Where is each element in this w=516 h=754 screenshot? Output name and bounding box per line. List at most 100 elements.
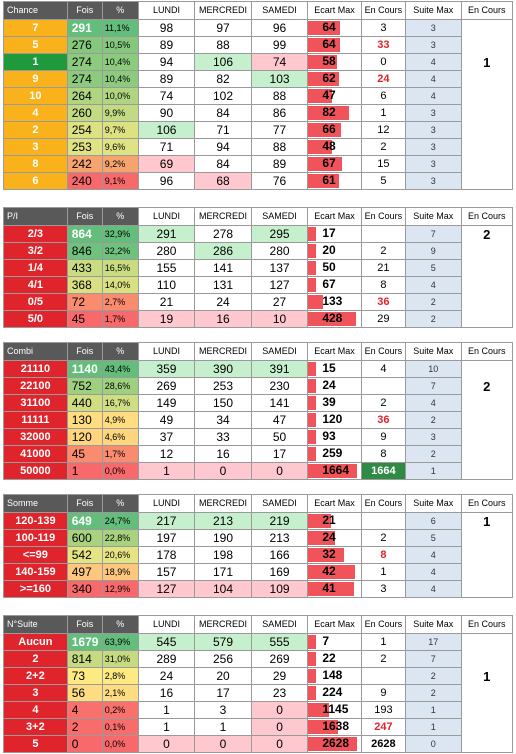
suite-max-value: 4 bbox=[405, 546, 462, 564]
lundi-value: 16 bbox=[137, 684, 196, 702]
suite-max-value: 7 bbox=[405, 225, 462, 243]
ecart-bar bbox=[308, 140, 333, 154]
ecart-max-cell: 120 bbox=[307, 411, 362, 429]
fois-value: 260 bbox=[66, 104, 103, 122]
ecart-max-cell: 17 bbox=[307, 225, 362, 243]
fois-value: 242 bbox=[66, 155, 103, 173]
table-chance: Chance Fois% LUNDI MERCREDI SAMEDI Ecart Max E… bbox=[3, 1, 514, 190]
fois-value: 291 bbox=[66, 19, 103, 37]
samedi-value: 10 bbox=[250, 310, 309, 328]
table-row: 2 814 31,0% 289 256 269 22 2 7 bbox=[3, 650, 513, 668]
ecart-bar bbox=[308, 635, 317, 649]
en-cours-value: 8 bbox=[360, 445, 407, 463]
samedi-value: 555 bbox=[250, 633, 309, 651]
suite-max-value: 3 bbox=[405, 138, 462, 156]
ecart-max-value: 1638 bbox=[322, 719, 350, 734]
lundi-value: 291 bbox=[137, 225, 196, 243]
table-row: 9 274 10,4% 89 82 103 62 24 4 bbox=[3, 70, 513, 88]
suite-max-value: 2 bbox=[405, 293, 462, 311]
ecart-max-cell: 1664 bbox=[307, 462, 362, 480]
header-en-cours: En Cours bbox=[360, 342, 407, 361]
samedi-value: 269 bbox=[250, 650, 309, 668]
lundi-value: 12 bbox=[137, 445, 196, 463]
percent-value: 9,1% bbox=[101, 172, 139, 190]
ecart-bar bbox=[308, 21, 341, 35]
fois-value: 264 bbox=[66, 87, 103, 105]
lundi-value: 359 bbox=[137, 360, 196, 378]
mercredi-value: 24 bbox=[194, 293, 252, 311]
row-label: 3+2 bbox=[3, 718, 68, 736]
table-row: 3/2 846 32,2% 280 286 280 20 2 9 bbox=[3, 242, 513, 260]
header-percent: % bbox=[101, 1, 139, 20]
percent-value: 16,5% bbox=[101, 259, 139, 277]
en-cours-value: 36 bbox=[360, 411, 407, 429]
fois-value: 45 bbox=[66, 310, 103, 328]
ecart-max-value: 50 bbox=[322, 260, 336, 275]
en-cours-value: 1 bbox=[360, 104, 407, 122]
header-fois: Fois bbox=[66, 207, 103, 226]
lundi-value: 90 bbox=[137, 104, 196, 122]
samedi-value: 88 bbox=[250, 87, 309, 105]
section-title: Somme bbox=[3, 494, 68, 513]
lundi-value: 21 bbox=[137, 293, 196, 311]
row-label: 41000 bbox=[3, 445, 68, 463]
percent-value: 0,1% bbox=[101, 718, 139, 736]
fois-value: 864 bbox=[66, 225, 103, 243]
fois-value: 130 bbox=[66, 411, 103, 429]
ecart-bar bbox=[308, 379, 317, 393]
en-cours-value: 8 bbox=[360, 276, 407, 294]
samedi-value: 89 bbox=[250, 155, 309, 173]
suite-max-value: 3 bbox=[405, 428, 462, 446]
row-label: 0/5 bbox=[3, 293, 68, 311]
samedi-value: 88 bbox=[250, 138, 309, 156]
header-suite-max: Suite Max bbox=[405, 494, 462, 513]
mercredi-value: 16 bbox=[194, 445, 252, 463]
en-cours-value: 2628 bbox=[360, 735, 407, 753]
mercredi-value: 34 bbox=[194, 411, 252, 429]
fois-value: 274 bbox=[66, 53, 103, 71]
fois-value: 600 bbox=[66, 529, 103, 547]
table-row: Aucun 1679 63,9% 545 579 555 7 1 17 1 bbox=[3, 633, 514, 753]
ecart-max-cell: 24 bbox=[307, 529, 362, 547]
ecart-bar bbox=[308, 295, 324, 309]
suite-max-value: 0 bbox=[405, 735, 462, 753]
header-mercredi: MERCREDI bbox=[194, 615, 252, 634]
fois-value: 73 bbox=[66, 667, 103, 685]
lundi-value: 289 bbox=[137, 650, 196, 668]
ecart-bar bbox=[308, 278, 317, 292]
lundi-value: 149 bbox=[137, 394, 196, 412]
fois-value: 649 bbox=[66, 512, 103, 530]
fois-value: 276 bbox=[66, 36, 103, 54]
table-row: 100-119 600 22,8% 197 190 213 24 2 5 bbox=[3, 529, 513, 547]
suite-max-value: 2 bbox=[405, 411, 462, 429]
row-label: 8 bbox=[3, 155, 68, 173]
ecart-max-value: 20 bbox=[322, 243, 336, 258]
percent-value: 11,1% bbox=[101, 19, 139, 37]
fois-value: 4 bbox=[66, 701, 103, 719]
en-cours-value: 0 bbox=[360, 53, 407, 71]
table-row: 0/5 72 2,7% 21 24 27 133 36 2 bbox=[3, 293, 513, 311]
table-somme: Somme Fois% LUNDI MERCREDI SAMEDI Ecart Max En… bbox=[3, 494, 514, 598]
header-lundi: LUNDI bbox=[137, 494, 196, 513]
suite-max-value: 4 bbox=[405, 563, 462, 581]
suite-max-value: 3 bbox=[405, 121, 462, 139]
header-en-cours: En Cours bbox=[360, 207, 407, 226]
ecart-max-cell: 64 bbox=[307, 36, 362, 54]
percent-value: 0,0% bbox=[101, 735, 139, 753]
row-label: 5 bbox=[3, 36, 68, 54]
percent-value: 10,4% bbox=[101, 70, 139, 88]
header-en-cours-2: En Cours bbox=[460, 494, 514, 513]
suite-max-value: 10 bbox=[405, 360, 462, 378]
ecart-max-value: 42 bbox=[322, 564, 336, 579]
header-samedi: SAMEDI bbox=[250, 342, 309, 361]
header-mercredi: MERCREDI bbox=[194, 494, 252, 513]
lundi-value: 155 bbox=[137, 259, 196, 277]
row-label: 4 bbox=[3, 104, 68, 122]
mercredi-value: 256 bbox=[194, 650, 252, 668]
percent-value: 9,6% bbox=[101, 138, 139, 156]
lundi-value: 94 bbox=[137, 53, 196, 71]
ecart-max-cell: 224 bbox=[307, 684, 362, 702]
ecart-bar bbox=[308, 106, 350, 120]
mercredi-value: 102 bbox=[194, 87, 252, 105]
row-label: 3 bbox=[3, 138, 68, 156]
